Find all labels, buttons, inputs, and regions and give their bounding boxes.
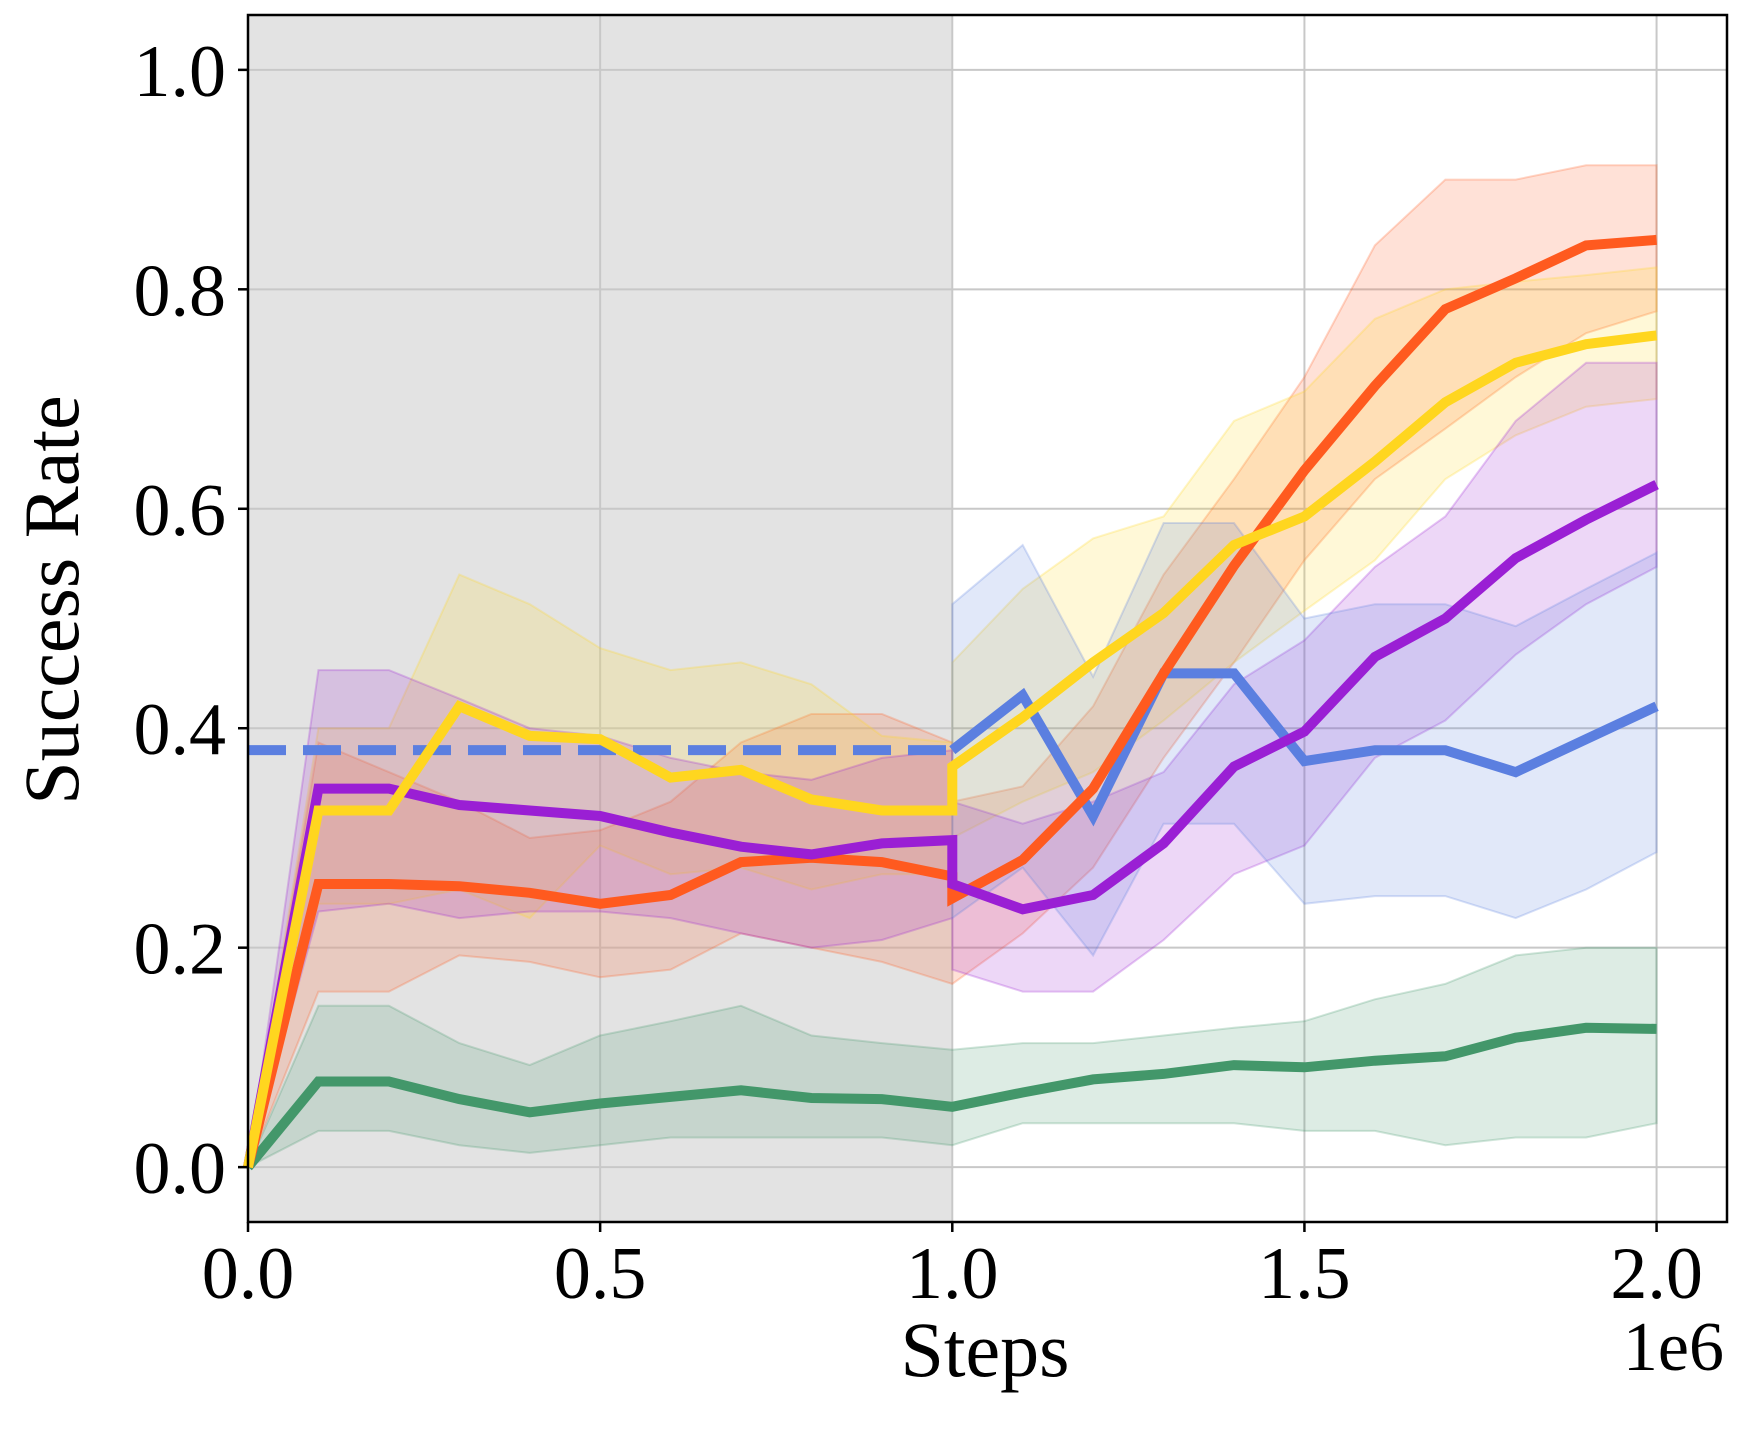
y-tick-label: 0.4: [134, 689, 227, 771]
chart: 0.0 0.5 1.0 1.5 2.00.00.20.40.60.81.0 Steps …: [0, 0, 1740, 1440]
y-tick-label: 0.8: [134, 250, 227, 332]
x-tick-label: 0.5: [554, 1233, 647, 1315]
y-tick-label: 0.0: [134, 1128, 227, 1210]
y-tick-label: 0.6: [134, 470, 227, 552]
y-tick-label: 0.2: [134, 909, 227, 991]
x-tick-label: 0.0: [202, 1233, 295, 1315]
y-axis-title: Success Rate: [8, 395, 95, 804]
x-tick-label: 1.0: [906, 1233, 999, 1315]
x-tick-label: 2.0: [1610, 1233, 1703, 1315]
x-axis-offset-label: 1e6: [1623, 1309, 1724, 1386]
x-tick-label: 1.5: [1258, 1233, 1351, 1315]
y-tick-label: 1.0: [134, 31, 227, 113]
x-axis-title: Steps: [900, 1306, 1069, 1393]
